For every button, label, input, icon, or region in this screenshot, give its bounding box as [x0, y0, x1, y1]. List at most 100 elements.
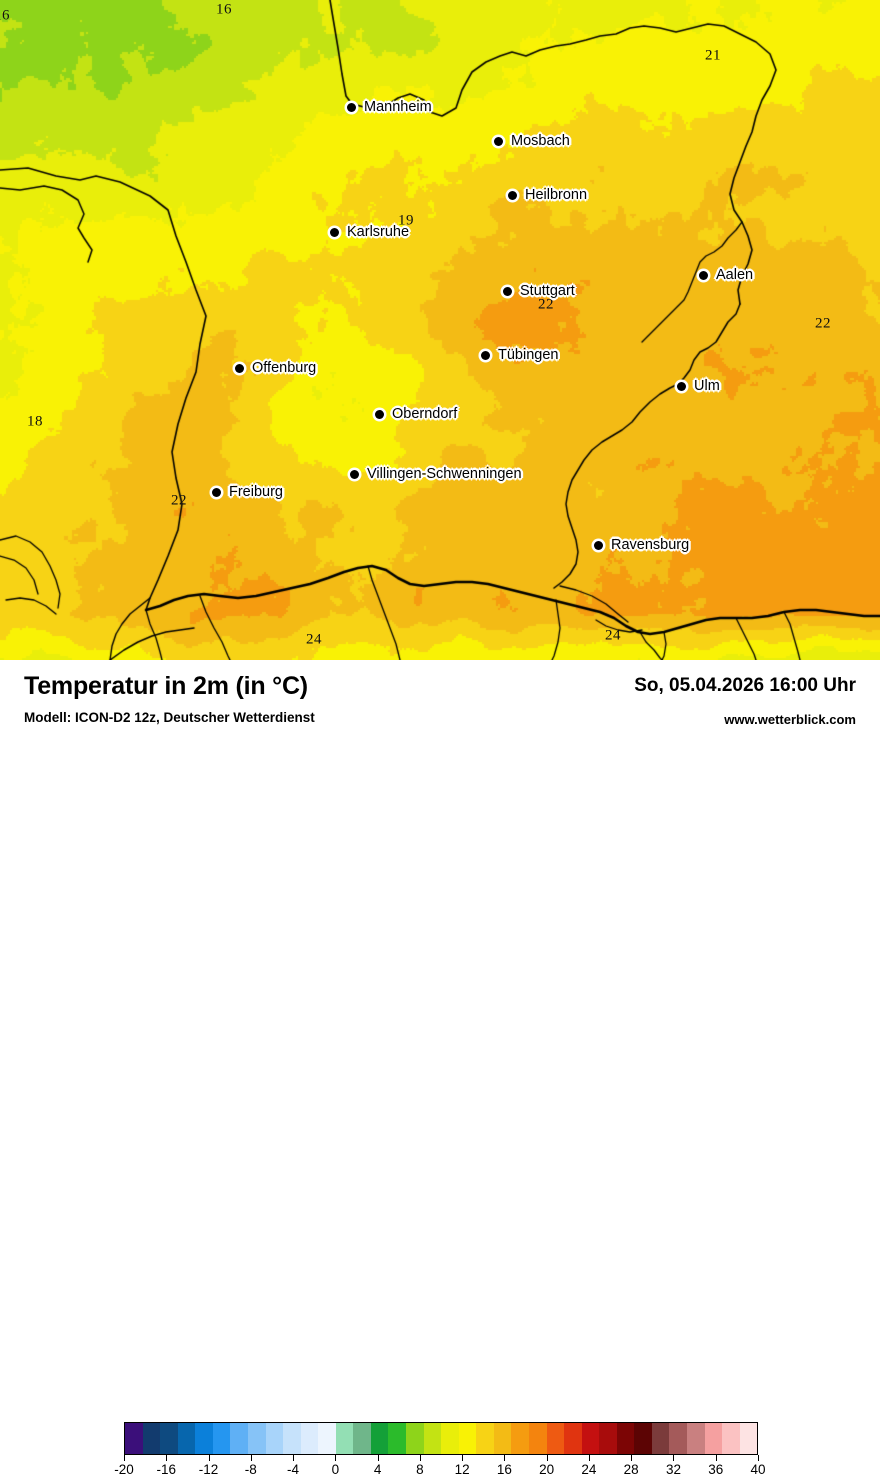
legend-swatch [651, 1423, 670, 1454]
legend-swatch [265, 1423, 284, 1454]
isotherm-label: 19 [398, 212, 414, 229]
legend-tick-label: -16 [156, 1462, 177, 1477]
legend-tick [504, 1455, 506, 1461]
city-marker[interactable]: Villingen-Schwenningen [350, 466, 522, 482]
legend-tick [335, 1455, 337, 1461]
model-subtitle: Modell: ICON-D2 12z, Deutscher Wetterdie… [24, 710, 315, 725]
legend-swatch [476, 1423, 494, 1454]
valid-datetime: So, 05.04.2026 16:00 Uhr [634, 675, 856, 696]
legend-swatch [283, 1423, 301, 1454]
legend-swatch [441, 1423, 459, 1454]
legend-tick-label: 16 [496, 1462, 512, 1477]
city-marker[interactable]: Offenburg [235, 360, 316, 376]
legend-swatch [160, 1423, 178, 1454]
legend-swatch [493, 1423, 512, 1454]
legend-swatch [669, 1423, 687, 1454]
city-marker[interactable]: Mosbach [494, 133, 570, 149]
city-label: Freiburg [229, 484, 283, 500]
city-label: Offenburg [252, 360, 317, 376]
isotherm-label: 16 [0, 7, 10, 24]
city-dot-icon [347, 102, 356, 112]
legend-swatch [599, 1423, 617, 1454]
isotherm-label: 18 [27, 413, 43, 430]
map-overlay: 16 16 21 19 22 22 18 22 24 24 Mannheim Mosbach Heilb… [0, 0, 880, 660]
city-label: Oberndorf [392, 406, 458, 422]
city-dot-icon [494, 136, 503, 146]
color-scale-bar [124, 1422, 758, 1455]
legend-swatch [247, 1423, 266, 1454]
city-label: Villingen-Schwenningen [367, 466, 522, 482]
legend-tick-label: -20 [114, 1462, 134, 1477]
isotherm-label: 24 [605, 627, 621, 644]
legend-swatch [300, 1423, 319, 1454]
city-label: Heilbronn [525, 187, 588, 203]
legend-swatch [704, 1423, 723, 1454]
city-label: Ulm [694, 378, 720, 394]
city-marker[interactable]: Ravensburg [594, 537, 689, 553]
legend-tick [377, 1455, 379, 1461]
isotherm-label: 22 [538, 296, 554, 313]
city-dot-icon [508, 190, 517, 200]
city-marker[interactable]: Stuttgart [503, 283, 575, 299]
legend-tick-label: 8 [416, 1462, 424, 1477]
legend-swatch [581, 1423, 600, 1454]
legend-swatch [546, 1423, 565, 1454]
legend-swatch [564, 1423, 582, 1454]
legend-tick [588, 1455, 590, 1461]
city-dot-icon [594, 540, 603, 550]
legend-tick-label: 4 [373, 1462, 382, 1477]
legend-tick-label: 36 [708, 1462, 724, 1477]
legend-tick [715, 1455, 717, 1461]
legend-swatch [458, 1423, 477, 1454]
legend-tick [166, 1455, 168, 1461]
city-label: Tübingen [498, 347, 559, 363]
city-dot-icon [699, 270, 708, 280]
isotherm-label: 22 [171, 492, 187, 509]
legend-swatch [177, 1423, 196, 1454]
legend-tick [546, 1455, 548, 1461]
legend-tick [673, 1455, 675, 1461]
legend-swatch [634, 1423, 652, 1454]
legend-swatch [230, 1423, 248, 1454]
map-panel[interactable]: 16 16 21 19 22 22 18 22 24 24 Mannheim Mosbach Heilb… [0, 0, 880, 660]
legend-swatch [318, 1423, 336, 1454]
city-dot-icon [375, 409, 384, 419]
city-marker[interactable]: Karlsruhe [330, 224, 409, 240]
legend-tick [250, 1455, 252, 1461]
legend-tick [208, 1455, 210, 1461]
city-marker[interactable]: Tübingen [481, 347, 558, 363]
city-marker[interactable]: Mannheim [347, 99, 432, 115]
legend-swatch [739, 1423, 758, 1454]
legend-tick-label: 28 [623, 1462, 639, 1477]
temperature-raster [0, 0, 880, 660]
page-title: Temperatur in 2m (in °C) [24, 672, 308, 700]
legend-tick [462, 1455, 464, 1461]
legend-tick [419, 1455, 421, 1461]
legend-swatch [388, 1423, 406, 1454]
legend-tick-label: 20 [539, 1462, 555, 1477]
city-marker[interactable]: Ulm [677, 378, 720, 394]
legend-swatch [212, 1423, 231, 1454]
legend-tick [631, 1455, 633, 1461]
city-label: Stuttgart [520, 283, 575, 299]
city-label: Aalen [716, 267, 754, 283]
legend-tick-label: 40 [750, 1462, 766, 1477]
legend-tick-label: 12 [454, 1462, 470, 1477]
city-marker[interactable]: Heilbronn [508, 187, 587, 203]
city-marker[interactable]: Oberndorf [375, 406, 457, 422]
city-marker[interactable]: Freiburg [212, 484, 283, 500]
city-label: Karlsruhe [347, 224, 410, 240]
city-dot-icon [503, 286, 512, 296]
legend-swatch [511, 1423, 529, 1454]
legend-tick-label: -12 [198, 1462, 219, 1477]
legend-tick [758, 1455, 759, 1461]
city-marker[interactable]: Aalen [699, 267, 753, 283]
legend-swatch [370, 1423, 389, 1454]
legend-tick-label: 24 [581, 1462, 597, 1477]
legend-swatch [616, 1423, 635, 1454]
website-label: www.wetterblick.com [724, 712, 856, 727]
city-dot-icon [481, 350, 490, 360]
legend-swatch [335, 1423, 354, 1454]
city-dot-icon [350, 469, 359, 479]
isotherm-label: 16 [216, 1, 232, 18]
